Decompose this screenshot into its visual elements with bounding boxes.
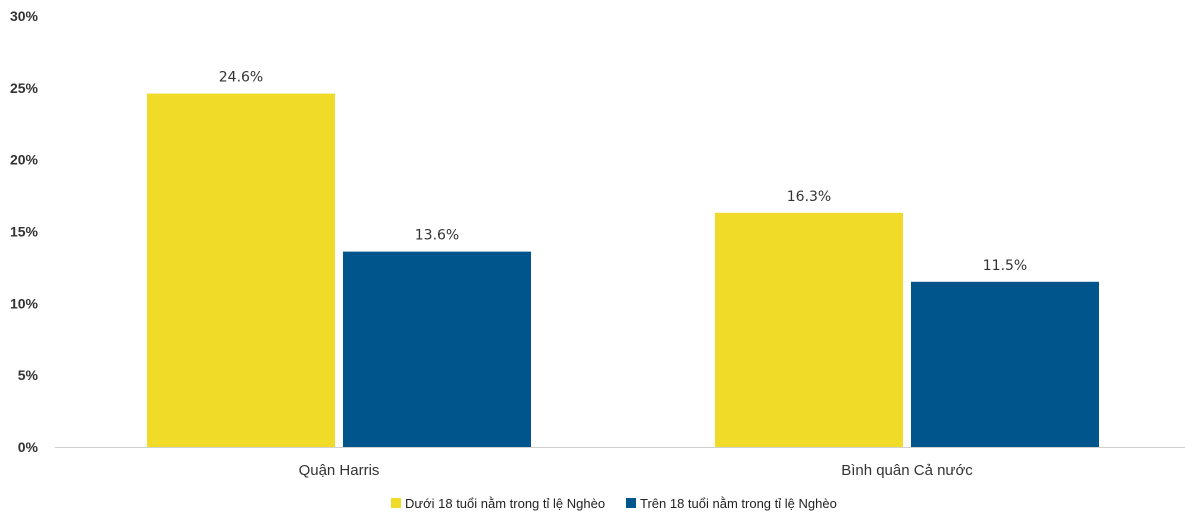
y-tick-label: 25% bbox=[10, 80, 39, 96]
bar-under-18 bbox=[715, 212, 903, 447]
x-tick-label: Quận Harris bbox=[299, 462, 380, 479]
legend-label: Dưới 18 tuổi nằm trong tỉ lệ Nghèo bbox=[405, 496, 605, 511]
y-tick-label: 15% bbox=[10, 224, 39, 240]
bar-over-18 bbox=[343, 251, 531, 447]
data-labels-group: 24.6% 16.3% 13.6% 11.5% bbox=[219, 70, 1027, 274]
data-label: 16.3% bbox=[787, 189, 831, 205]
legend-swatch bbox=[391, 498, 401, 508]
x-axis: Quận Harris Bình quân Cả nước bbox=[55, 447, 1185, 479]
legend-swatch bbox=[626, 498, 636, 508]
legend: Dưới 18 tuổi nằm trong tỉ lệ Nghèo Trên 1… bbox=[391, 496, 837, 511]
data-label: 11.5% bbox=[983, 258, 1027, 274]
bar-under-18 bbox=[147, 93, 335, 447]
y-tick-label: 20% bbox=[10, 152, 39, 168]
y-tick-label: 5% bbox=[18, 367, 39, 383]
bars-group bbox=[147, 93, 1099, 447]
y-tick-label: 10% bbox=[10, 295, 39, 311]
y-tick-label: 0% bbox=[18, 439, 39, 455]
legend-label: Trên 18 tuổi nằm trong tỉ lệ Nghèo bbox=[640, 496, 837, 511]
y-axis: 0% 5% 10% 15% 20% 25% 30% bbox=[10, 8, 39, 455]
y-tick-label: 30% bbox=[10, 8, 39, 24]
data-label: 24.6% bbox=[219, 70, 263, 86]
data-label: 13.6% bbox=[415, 228, 459, 244]
x-tick-label: Bình quân Cả nước bbox=[841, 462, 973, 479]
bar-over-18 bbox=[911, 281, 1099, 447]
